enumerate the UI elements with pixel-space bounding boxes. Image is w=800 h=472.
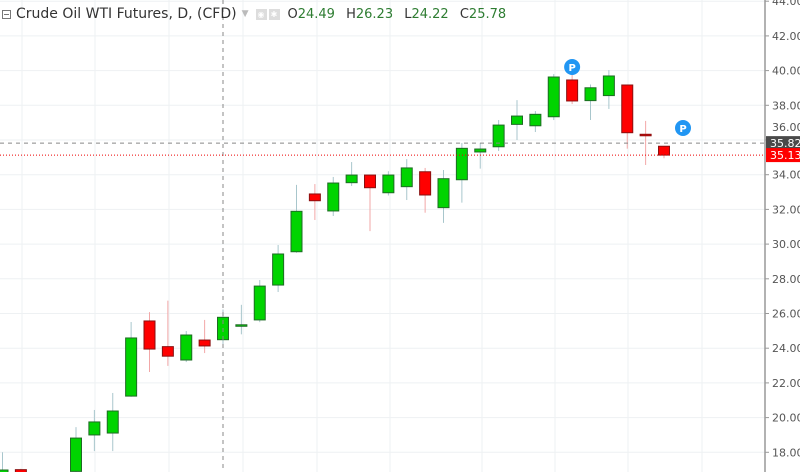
price-tick-label: 38.00 xyxy=(772,99,800,112)
price-tick-label: 24.00 xyxy=(772,342,800,355)
price-tick-text: 36.00 xyxy=(772,121,800,134)
price-tick-text: 24.00 xyxy=(772,342,800,355)
price-tick-label: 34.00 xyxy=(772,169,800,182)
candle-up[interactable] xyxy=(400,167,413,188)
last-price-text: 35.13 xyxy=(770,149,800,162)
candle-up[interactable] xyxy=(382,174,395,194)
candle-up[interactable] xyxy=(437,178,450,209)
collapse-icon[interactable] xyxy=(2,9,11,19)
high-value: 26.23 xyxy=(355,6,394,22)
candle-up[interactable] xyxy=(511,115,523,125)
price-tick-label: 26.00 xyxy=(772,308,800,321)
low-value: 24.22 xyxy=(411,6,449,22)
candle-down[interactable] xyxy=(14,469,27,472)
price-tick-text: 30.00 xyxy=(772,238,800,251)
candle-up[interactable] xyxy=(88,421,101,436)
price-tick-text: 38.00 xyxy=(772,99,800,112)
candle-down[interactable] xyxy=(198,339,211,347)
candle-down[interactable] xyxy=(308,193,321,202)
candle-up[interactable] xyxy=(106,410,119,434)
price-tick-text: 28.00 xyxy=(772,273,800,286)
candle-up[interactable] xyxy=(272,253,285,286)
candle-down[interactable] xyxy=(621,84,634,134)
event-badge-label: P xyxy=(568,63,575,74)
candle-up[interactable] xyxy=(602,75,615,97)
price-tick-label: 36.00 xyxy=(772,121,800,134)
candle-up[interactable] xyxy=(0,469,9,472)
candle-down[interactable] xyxy=(419,171,432,196)
price-tick-text: 20.00 xyxy=(772,412,800,425)
candle-up[interactable] xyxy=(492,124,505,148)
candle-down[interactable] xyxy=(566,79,579,102)
candle-up[interactable] xyxy=(529,113,542,127)
gear-icon[interactable]: ✱ xyxy=(268,8,280,20)
event-badge[interactable] xyxy=(564,59,581,75)
candle-down[interactable] xyxy=(161,346,174,357)
high-label: H xyxy=(346,6,356,22)
candle-up[interactable] xyxy=(70,437,82,472)
chevron-down-icon[interactable]: ▼ xyxy=(241,9,249,19)
close-label: C xyxy=(459,6,469,22)
candle-up[interactable] xyxy=(180,334,193,361)
event-badge[interactable] xyxy=(675,120,691,136)
candle-up[interactable] xyxy=(290,210,303,253)
low-label: L xyxy=(404,6,412,22)
candle-up[interactable] xyxy=(327,182,340,212)
price-tick-label: 22.00 xyxy=(772,377,800,390)
candle-up[interactable] xyxy=(235,324,248,327)
candle-up[interactable] xyxy=(547,76,560,118)
price-tick-label: 40.00 xyxy=(772,65,800,78)
symbol-title[interactable]: Crude Oil WTI Futures, D, (CFD) xyxy=(16,6,237,22)
candle-up[interactable] xyxy=(455,147,468,181)
crosshair-price-label-bg xyxy=(766,136,800,151)
price-tick-text: 34.00 xyxy=(772,169,800,182)
last-price-label: 35.13 xyxy=(770,149,800,162)
price-tick-label: 32.00 xyxy=(772,203,800,216)
eye-icon[interactable]: ◉ xyxy=(255,8,267,20)
ohlc-values: O24.49 H26.23 L24.22 C25.78 xyxy=(288,7,514,22)
candle-down[interactable] xyxy=(364,174,376,189)
candle-down[interactable] xyxy=(658,145,670,156)
price-tick-label: 44.00 xyxy=(772,0,800,8)
event-badge-label: P xyxy=(679,124,686,135)
crosshair-price-label: 35.82 xyxy=(770,137,800,150)
candle-down[interactable] xyxy=(143,320,156,350)
candle-up[interactable] xyxy=(584,87,597,102)
close-value: 25.78 xyxy=(468,6,507,22)
price-tick-text: 40.00 xyxy=(772,65,800,78)
price-tick-label: 20.00 xyxy=(772,412,800,425)
last-price-label-bg xyxy=(766,148,800,163)
price-tick-text: 42.00 xyxy=(772,30,800,43)
price-tick-text: 18.00 xyxy=(772,446,800,459)
candle-up[interactable] xyxy=(125,337,138,397)
price-tick-label: 18.00 xyxy=(772,446,800,459)
price-tick-text: 32.00 xyxy=(772,203,800,216)
candle-up[interactable] xyxy=(474,148,487,153)
price-tick-text: 26.00 xyxy=(772,308,800,321)
price-tick-label: 30.00 xyxy=(772,238,800,251)
price-tick-text: 22.00 xyxy=(772,377,800,390)
price-tick-label: 28.00 xyxy=(772,273,800,286)
candle-up[interactable] xyxy=(345,174,358,184)
price-tick-text: 44.00 xyxy=(772,0,800,8)
crosshair-price-text: 35.82 xyxy=(770,137,800,150)
price-tick-label: 42.00 xyxy=(772,30,800,43)
open-value: 24.49 xyxy=(297,6,335,22)
candle-down[interactable] xyxy=(639,133,652,137)
candle-up[interactable] xyxy=(253,285,266,321)
open-label: O xyxy=(287,6,298,22)
chart-legend: Crude Oil WTI Futures, D, (CFD) ▼ ◉ ✱ O2… xyxy=(2,6,513,22)
